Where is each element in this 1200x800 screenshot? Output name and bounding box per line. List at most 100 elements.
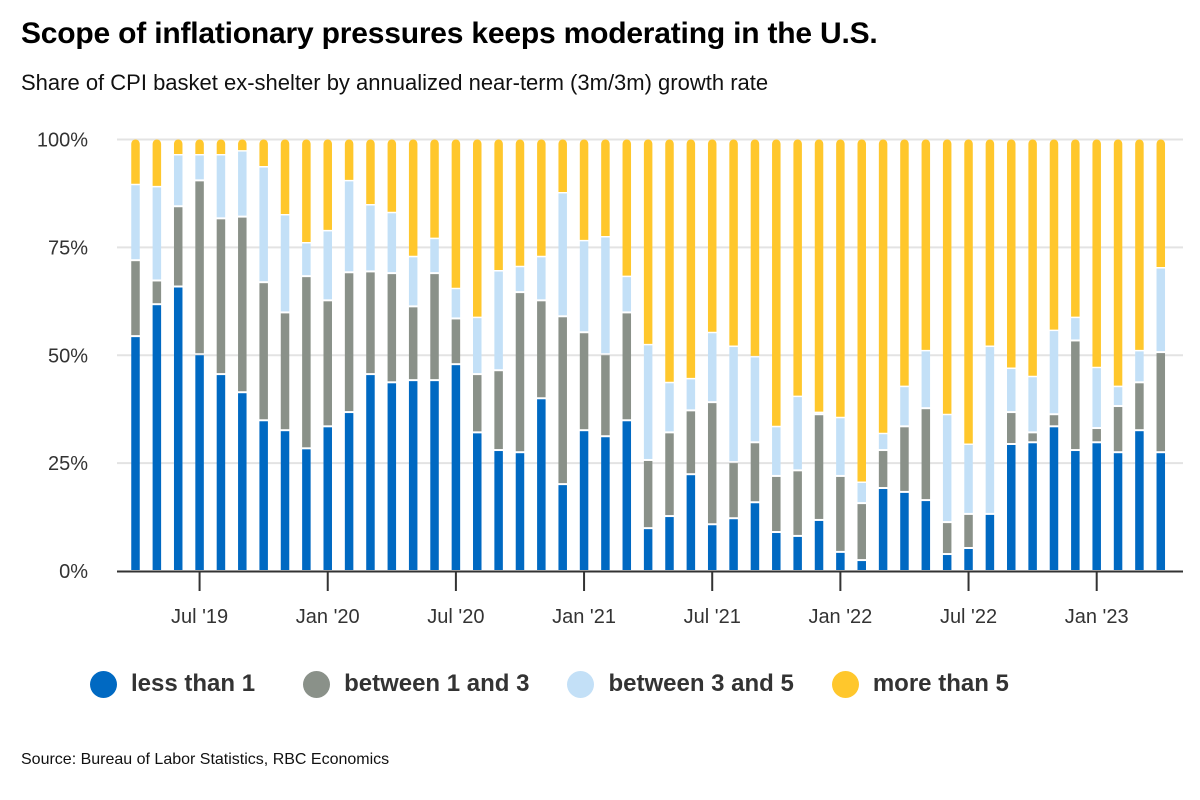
bar-segment-between-1-and-3 bbox=[601, 355, 610, 436]
bar-stack bbox=[665, 139, 674, 570]
bar-segment-more-than-5 bbox=[430, 139, 439, 238]
bar-segment-less-than-1 bbox=[921, 501, 931, 570]
bar-segment-between-1-and-3 bbox=[643, 460, 653, 528]
bar-segment-less-than-1 bbox=[302, 449, 311, 570]
bar-segment-less-than-1 bbox=[579, 431, 589, 570]
bar-segment-less-than-1 bbox=[408, 381, 418, 570]
bar-segment-less-than-1 bbox=[1071, 451, 1080, 570]
bar-segment-more-than-5 bbox=[344, 139, 354, 180]
bar-segment-more-than-5 bbox=[686, 139, 696, 378]
bar-segment-more-than-5 bbox=[1049, 139, 1059, 330]
bar-segment-between-3-and-5 bbox=[430, 239, 439, 273]
bar-segment-between-1-and-3 bbox=[729, 463, 738, 518]
bar-stack bbox=[515, 139, 525, 570]
bar-stack bbox=[259, 139, 268, 570]
bar-segment-less-than-1 bbox=[515, 453, 525, 570]
bar-segment-less-than-1 bbox=[707, 525, 717, 570]
bar-segment-more-than-5 bbox=[814, 139, 824, 412]
bar-segment-between-3-and-5 bbox=[643, 345, 653, 459]
bar-segment-less-than-1 bbox=[622, 421, 632, 570]
bar-segment-between-1-and-3 bbox=[173, 207, 183, 286]
bar-segment-between-1-and-3 bbox=[921, 409, 931, 500]
legend-label: less than 1 bbox=[131, 670, 256, 697]
bar-stack bbox=[1113, 139, 1123, 570]
bar-segment-between-1-and-3 bbox=[430, 274, 439, 380]
legend-item-less-than-1: less than 1 bbox=[90, 670, 255, 698]
bar-segment-less-than-1 bbox=[195, 355, 204, 570]
bar-segment-more-than-5 bbox=[451, 139, 461, 288]
bar-stack bbox=[473, 139, 482, 570]
bar-segment-between-3-and-5 bbox=[964, 445, 973, 513]
bar-segment-more-than-5 bbox=[643, 139, 653, 344]
bar-stack bbox=[1049, 139, 1059, 570]
bar-segment-more-than-5 bbox=[857, 139, 866, 482]
bar-segment-between-3-and-5 bbox=[942, 415, 952, 522]
y-tick-label: 100% bbox=[37, 130, 88, 152]
bar-segment-more-than-5 bbox=[942, 139, 952, 414]
bar-segment-between-1-and-3 bbox=[537, 301, 546, 398]
y-tick-label: 50% bbox=[48, 345, 88, 367]
bar-segment-less-than-1 bbox=[323, 427, 332, 570]
bar-segment-less-than-1 bbox=[643, 529, 653, 570]
bar-stack bbox=[579, 139, 589, 570]
bar-stack bbox=[238, 139, 247, 570]
bar-segment-between-3-and-5 bbox=[1028, 377, 1037, 432]
bar-segment-between-1-and-3 bbox=[451, 319, 461, 364]
bar-stack bbox=[814, 139, 824, 570]
bar-stack bbox=[558, 139, 567, 570]
bar-stack bbox=[344, 139, 354, 570]
bar-stack bbox=[729, 139, 738, 570]
bar-segment-between-1-and-3 bbox=[964, 514, 973, 547]
bar-stack bbox=[964, 139, 973, 570]
bar-segment-less-than-1 bbox=[900, 492, 909, 570]
bar-stack bbox=[451, 139, 461, 570]
bar-segment-between-3-and-5 bbox=[750, 357, 760, 442]
bar-stack bbox=[1156, 139, 1166, 570]
bars bbox=[131, 139, 1166, 570]
bar-segment-less-than-1 bbox=[964, 548, 973, 570]
bar-segment-between-1-and-3 bbox=[366, 272, 375, 374]
bar-stack bbox=[366, 139, 375, 570]
bar-segment-between-1-and-3 bbox=[665, 433, 674, 516]
bar-segment-between-1-and-3 bbox=[152, 281, 162, 304]
bar-segment-more-than-5 bbox=[558, 139, 567, 192]
bar-segment-less-than-1 bbox=[280, 431, 290, 570]
bar-stack bbox=[430, 139, 439, 570]
bar-segment-less-than-1 bbox=[131, 337, 140, 570]
bar-segment-between-1-and-3 bbox=[238, 217, 247, 392]
bar-segment-more-than-5 bbox=[280, 139, 290, 214]
bar-segment-between-1-and-3 bbox=[814, 415, 824, 519]
bar-segment-less-than-1 bbox=[686, 475, 696, 570]
legend-label: between 1 and 3 bbox=[344, 670, 530, 697]
bar-segment-more-than-5 bbox=[323, 139, 332, 230]
bar-segment-less-than-1 bbox=[473, 433, 482, 570]
bar-segment-less-than-1 bbox=[1135, 431, 1144, 570]
bar-segment-between-1-and-3 bbox=[131, 261, 140, 336]
bar-segment-less-than-1 bbox=[750, 503, 760, 570]
bar-segment-between-1-and-3 bbox=[622, 313, 632, 420]
y-tick-label: 0% bbox=[59, 561, 88, 583]
bar-segment-more-than-5 bbox=[964, 139, 973, 444]
bar-stack bbox=[601, 139, 610, 570]
bar-segment-between-1-and-3 bbox=[1007, 413, 1016, 444]
bar-segment-more-than-5 bbox=[1113, 139, 1123, 386]
bar-segment-between-1-and-3 bbox=[1071, 341, 1080, 450]
bar-stack bbox=[1007, 139, 1016, 570]
bar-segment-between-1-and-3 bbox=[772, 476, 781, 532]
bar-segment-between-3-and-5 bbox=[494, 271, 503, 370]
bar-segment-more-than-5 bbox=[173, 139, 183, 154]
bar-segment-less-than-1 bbox=[558, 485, 567, 570]
bar-segment-between-3-and-5 bbox=[601, 237, 610, 354]
bar-segment-between-1-and-3 bbox=[1028, 433, 1037, 442]
bar-segment-between-1-and-3 bbox=[344, 273, 354, 412]
x-tick-label: Jul '19 bbox=[171, 606, 228, 628]
bar-segment-less-than-1 bbox=[857, 561, 866, 570]
bar-segment-less-than-1 bbox=[1092, 443, 1101, 570]
bar-segment-more-than-5 bbox=[707, 139, 717, 332]
x-tick-label: Jul '20 bbox=[427, 606, 484, 628]
bar-segment-more-than-5 bbox=[302, 139, 311, 242]
bar-segment-between-3-and-5 bbox=[302, 243, 311, 276]
bar-stack bbox=[387, 139, 397, 570]
bar-segment-more-than-5 bbox=[836, 139, 845, 417]
bar-segment-less-than-1 bbox=[836, 552, 845, 570]
